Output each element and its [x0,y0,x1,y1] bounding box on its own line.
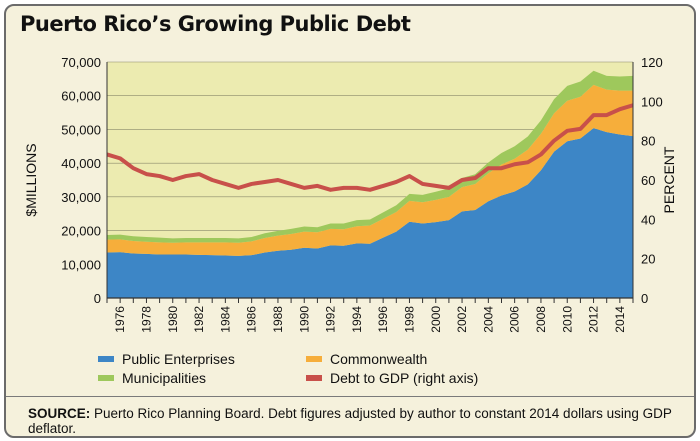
x-tick-label-2000: 2000 [429,306,443,333]
legend-label-public-enterprises: Public Enterprises [122,351,235,367]
y-tick-label-1: 10,000 [61,257,101,272]
y2-tick-label-3: 60 [641,173,655,188]
line-debt-to-gdp [106,103,634,192]
area-public-enterprises [107,128,633,298]
x-tick-label-2002: 2002 [455,306,469,333]
area-municipalities [107,70,633,243]
x-tick-label-1990: 1990 [297,306,311,333]
x-tick-label-2010: 2010 [560,306,574,333]
x-tick-label-1994: 1994 [350,306,364,333]
chart-panel: Puerto Rico’s Growing Public Debt 0 10,00… [4,4,696,438]
area-commonwealth [107,84,633,256]
x-tick-label-1978: 1978 [139,306,153,333]
legend-swatch-municipalities [98,375,114,381]
x-tick-label-1980: 1980 [166,306,180,333]
chart-svg: 0 10,000 20,000 30,000 40,000 50,000 60,000 70,… [23,55,677,333]
y2-tick-label-2: 40 [641,212,655,227]
x-tick-label-2014: 2014 [613,306,627,333]
source-divider [6,396,694,397]
x-tick-label-2004: 2004 [481,306,495,333]
legend-label-debt-to-gdp: Debt to GDP (right axis) [330,370,479,386]
y-tick-label-2: 20,000 [61,224,101,239]
x-tick-label-2008: 2008 [534,306,548,333]
x-tick-label-1982: 1982 [192,306,206,333]
source-text: Puerto Rico Planning Board. Debt figures… [28,406,672,436]
y-tick-label-3: 30,000 [61,190,101,205]
x-tick-label-1998: 1998 [402,306,416,333]
x-tick-label-1986: 1986 [245,306,259,333]
legend-label-municipalities: Municipalities [122,370,207,386]
legend-swatch-public-enterprises [98,356,114,362]
chart-title: Puerto Rico’s Growing Public Debt [20,12,411,36]
x-tick-label-2006: 2006 [508,306,522,333]
y2-tick-label-4: 80 [641,134,655,149]
x-tick-label-1984: 1984 [218,306,232,333]
y-tick-label-0: 0 [94,291,101,306]
y-tick-label-5: 50,000 [61,122,101,137]
y2-tick-label-5: 100 [641,94,663,109]
x-tick-label-1996: 1996 [376,306,390,333]
y2-tick-label-6: 120 [641,55,663,70]
legend-label-commonwealth: Commonwealth [330,351,428,367]
y-tick-label-7: 70,000 [61,55,101,70]
x-tick-label-1988: 1988 [271,306,285,333]
legend-item-municipalities: Municipalities [98,370,206,386]
source-label: SOURCE: [28,406,91,421]
y-axis-title: $MILLIONS [23,143,39,216]
y2-axis-title: PERCENT [661,146,677,213]
x-tick-label-1992: 1992 [324,306,338,333]
legend-swatch-debt-to-gdp [306,375,322,381]
legend-swatch-commonwealth [306,356,322,362]
y2-tick-label-1: 20 [641,252,655,267]
legend-item-debt-to-gdp: Debt to GDP (right axis) [306,370,478,386]
legend-item-commonwealth: Commonwealth [306,351,427,367]
y2-tick-label-0: 0 [641,291,648,306]
y-tick-label-4: 40,000 [61,156,101,171]
source-note: SOURCE: Puerto Rico Planning Board. Debt… [28,406,694,436]
legend-item-public-enterprises: Public Enterprises [98,351,235,367]
x-tick-label-1976: 1976 [113,306,127,333]
y-tick-label-6: 60,000 [61,89,101,104]
x-tick-label-2012: 2012 [587,306,601,333]
